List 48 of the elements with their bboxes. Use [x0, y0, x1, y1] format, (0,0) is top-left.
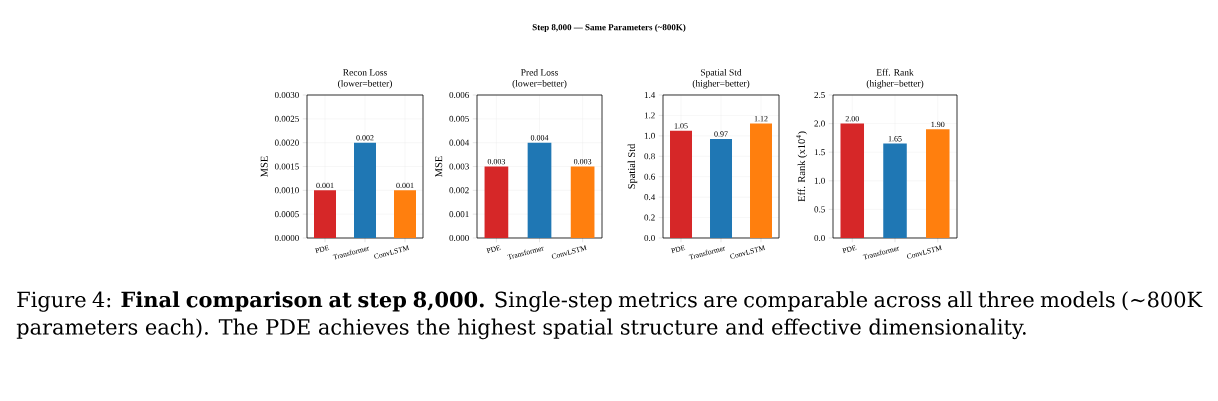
y-tick-label: 0.0025: [274, 115, 299, 122]
bar: [750, 123, 773, 238]
chart-subtitle: (higher=better): [866, 79, 924, 89]
caption: Figure 4: Final comparison at step 8,000. Single-step metrics are comparable across all three models (∼800K parameters each). The PDE achieves the highest spatial structure and effective dimensionality.: [16, 291, 1203, 340]
y-tick-label: 0.0020: [274, 139, 299, 146]
bar: [840, 123, 865, 238]
y-axis-title: MSE: [435, 156, 443, 177]
y-tick-label: 0.0000: [274, 234, 299, 242]
chart-title: Recon Loss: [343, 69, 387, 76]
y-tick-label: 2.5: [814, 91, 825, 99]
y-tick-label: 0.0: [644, 234, 655, 242]
y-tick-label: 1.2: [644, 112, 655, 119]
chart-subtitle: (lower=better): [338, 79, 392, 89]
y-tick-label: 0.000: [449, 234, 469, 242]
text: Step 8,000 — Same Parameters (~800K): [532, 23, 686, 33]
y-tick-label: 0.2: [644, 214, 655, 221]
y-tick-label: 0.0015: [274, 163, 299, 170]
y-tick-label: 0.0005: [274, 211, 299, 218]
bar: [883, 143, 907, 238]
y-tick-label: 0.0010: [274, 187, 299, 194]
y-tick-label: 0.5: [814, 206, 825, 213]
chart-subtitle: (higher=better): [692, 79, 750, 89]
y-tick-label: 1.0: [644, 132, 655, 139]
y-tick-label: 0.003: [449, 163, 469, 170]
chart-title: Spatial Std: [701, 68, 742, 78]
y-tick-label: 0.002: [449, 187, 469, 194]
bar: [670, 130, 693, 238]
y-axis-title: Eff. Rank (x10$^{4}$): [796, 131, 808, 202]
y-tick-label: 0.006: [449, 91, 469, 99]
y-tick-label: 1.4: [644, 91, 656, 99]
y-tick-label: 0.004: [449, 139, 470, 146]
chart-subtitle: (lower=better): [512, 79, 567, 89]
y-tick-label: 0.8: [644, 153, 655, 160]
y-axis-title: MSE: [260, 156, 268, 177]
y-tick-label: 0.6: [644, 173, 655, 180]
y-tick-label: 0.4: [644, 194, 656, 201]
chart-title: Pred Loss: [520, 68, 558, 76]
bar: [710, 138, 733, 238]
y-axis-title: Spatial Std: [627, 143, 638, 189]
y-tick-label: 0.005: [449, 115, 469, 122]
y-tick-label: 2.0: [814, 120, 825, 127]
chart-title: Eff. Rank: [876, 68, 914, 76]
y-tick-label: 0.0: [814, 234, 825, 242]
y-tick-label: 1.5: [814, 149, 825, 156]
y-tick-label: 0.0030: [274, 91, 299, 99]
bar: [926, 129, 950, 238]
y-tick-label: 1.0: [814, 177, 825, 184]
y-tick-label: 0.001: [449, 211, 469, 218]
